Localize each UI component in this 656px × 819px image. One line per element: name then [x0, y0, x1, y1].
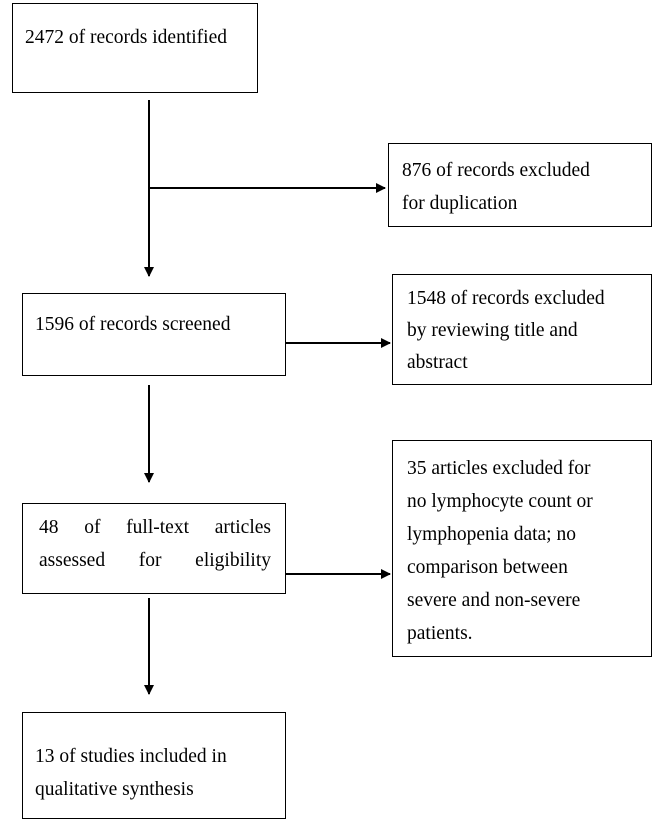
flow-box: 35 articles excluded for no lymphocyte co… [392, 440, 652, 657]
box-text: patients. [407, 623, 473, 644]
box-text: assessed for eligibility [39, 550, 271, 571]
box-text: no lymphocyte count or [407, 491, 593, 512]
flow-box: 1596 of records screened [22, 293, 286, 376]
box-text: 13 of studies included in [35, 746, 227, 767]
box-text: severe and non-severe [407, 590, 581, 611]
flow-box: 2472 of records identified [12, 3, 258, 93]
box-text: 876 of records excluded [402, 160, 590, 181]
box-text: 35 articles excluded for [407, 458, 591, 479]
flow-box: 48 of full-text articles assessed for eli… [22, 503, 286, 594]
box-text: 2472 of records identified [25, 27, 227, 48]
box-text: 1548 of records excluded [407, 288, 605, 309]
box-text: abstract [407, 352, 468, 373]
box-text: 1596 of records screened [35, 314, 231, 335]
box-text: comparison between [407, 557, 568, 578]
box-text: lymphopenia data; no [407, 524, 576, 545]
flow-box: 13 of studies included in qualitative syn… [22, 712, 286, 819]
box-text: qualitative synthesis [35, 779, 194, 800]
flow-box: 876 of records excluded for duplication [388, 143, 652, 227]
box-text: by reviewing title and [407, 320, 578, 341]
box-text: for duplication [402, 193, 518, 214]
flow-box: 1548 of records excluded by reviewing tit… [392, 274, 652, 385]
box-text: 48 of full-text articles [39, 517, 271, 538]
